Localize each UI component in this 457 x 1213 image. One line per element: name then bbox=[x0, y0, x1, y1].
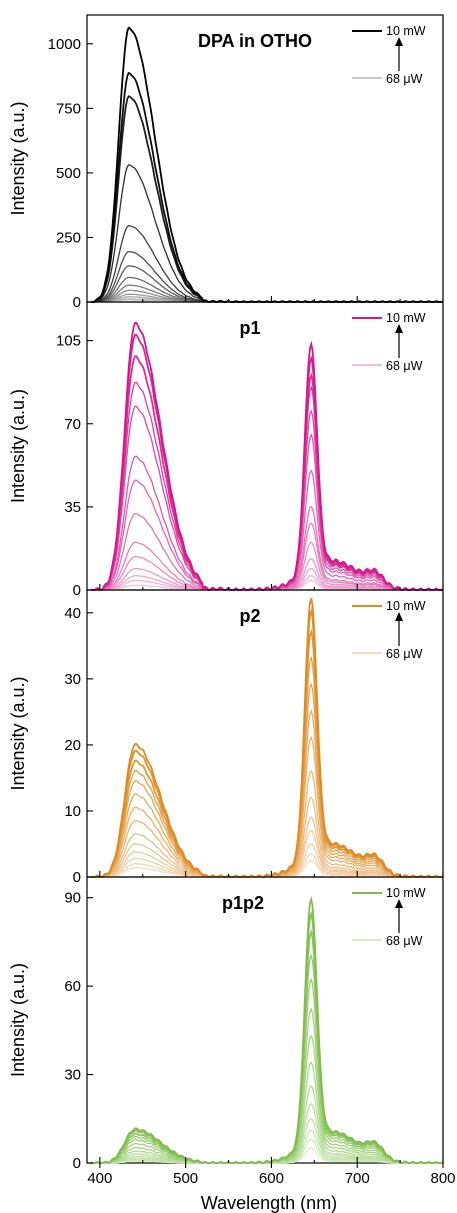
series-line-1 bbox=[90, 322, 444, 591]
x-axis-label: Wavelength (nm) bbox=[201, 1193, 337, 1213]
panel-1: 0 250 500 750 1000 Intensity (a.u.) DPA in OTH… bbox=[8, 14, 444, 311]
series-line-6 bbox=[91, 709, 443, 878]
y-tick-label: 30 bbox=[64, 671, 81, 688]
series-line-8 bbox=[91, 505, 443, 591]
panel-frame bbox=[86, 876, 444, 1164]
panel-frame bbox=[86, 301, 444, 591]
series-line-3 bbox=[91, 928, 443, 1164]
legend-high-label: 10 mW bbox=[386, 599, 426, 613]
y-tick-label: 0 bbox=[73, 582, 81, 599]
legend-low-label: 68 μW bbox=[386, 647, 423, 661]
x-tick-label: 600 bbox=[259, 1170, 284, 1187]
legend-low-label: 68 μW bbox=[386, 359, 423, 373]
y-axis-label: Intensity (a.u.) bbox=[8, 963, 28, 1077]
legend-arrow-head bbox=[395, 37, 403, 46]
y-tick-label: 0 bbox=[73, 294, 81, 311]
series-line-5 bbox=[91, 682, 443, 878]
y-tick-label: 1000 bbox=[48, 36, 81, 53]
series-group bbox=[91, 598, 443, 878]
series-line-8 bbox=[91, 276, 443, 303]
legend-low-label: 68 μW bbox=[386, 72, 423, 86]
legend-arrow-head bbox=[395, 324, 403, 333]
panel-frame bbox=[86, 589, 444, 878]
y-tick-label: 90 bbox=[64, 890, 81, 907]
y-tick-label: 0 bbox=[73, 1155, 81, 1172]
y-tick-label: 70 bbox=[64, 416, 81, 433]
series-line-7 bbox=[91, 265, 443, 303]
series-line-2 bbox=[91, 910, 443, 1164]
y-axis-label: Intensity (a.u.) bbox=[8, 389, 28, 503]
series-group bbox=[91, 26, 443, 303]
y-tick-label: 35 bbox=[64, 499, 81, 516]
y-axis-label: Intensity (a.u.) bbox=[8, 676, 28, 790]
panel-title: p1 bbox=[239, 318, 260, 338]
legend-low-label: 68 μW bbox=[386, 934, 423, 948]
y-tick-label: 105 bbox=[56, 333, 81, 350]
y-tick-label: 750 bbox=[56, 100, 81, 117]
panel-frame bbox=[86, 14, 444, 303]
series-line-6 bbox=[91, 1007, 443, 1164]
legend-arrow-head bbox=[395, 899, 403, 908]
series-line-1 bbox=[91, 598, 443, 878]
legend-high-label: 10 mW bbox=[386, 24, 426, 38]
panel-title: p1p2 bbox=[222, 893, 264, 913]
y-tick-label: 250 bbox=[56, 229, 81, 246]
series-line-9 bbox=[91, 522, 443, 591]
series-line-3 bbox=[91, 355, 443, 591]
x-tick-label: 700 bbox=[345, 1170, 370, 1187]
legend-high-label: 10 mW bbox=[386, 311, 426, 325]
y-tick-label: 0 bbox=[73, 869, 81, 886]
series-line-6 bbox=[91, 433, 443, 591]
y-tick-label: 40 bbox=[64, 605, 81, 622]
y-tick-label: 20 bbox=[64, 737, 81, 754]
series-line-1 bbox=[91, 26, 443, 303]
series-line-6 bbox=[91, 250, 443, 303]
y-tick-label: 30 bbox=[64, 1067, 81, 1084]
series-line-5 bbox=[91, 405, 443, 591]
series-line-7 bbox=[91, 469, 443, 591]
x-tick-label: 800 bbox=[430, 1170, 455, 1187]
series-group bbox=[91, 896, 443, 1164]
y-tick-label: 10 bbox=[64, 803, 81, 820]
series-line-3 bbox=[91, 628, 443, 878]
panel-2: 0 35 70 105 Intensity (a.u.) p1 10 mW 68 μW bbox=[8, 301, 444, 599]
series-line-5 bbox=[91, 225, 443, 303]
panel-3: 0 10 20 30 40 Intensity (a.u.) p2 10 mW 68 μW bbox=[8, 589, 444, 886]
y-tick-label: 60 bbox=[64, 978, 81, 995]
legend-arrow-head bbox=[395, 612, 403, 621]
legend-high-label: 10 mW bbox=[386, 886, 426, 900]
panel-4: 0 30 60 90 400 500 600 700 800 Intensity (a.u.) p1… bbox=[8, 876, 456, 1187]
panel-title: DPA in OTHO bbox=[198, 31, 312, 51]
x-tick-label: 400 bbox=[87, 1170, 112, 1187]
y-tick-label: 500 bbox=[56, 165, 81, 182]
panel-title: p2 bbox=[239, 606, 260, 626]
x-tick-label: 500 bbox=[173, 1170, 198, 1187]
y-axis-label: Intensity (a.u.) bbox=[8, 101, 28, 215]
series-line-1 bbox=[91, 896, 443, 1164]
